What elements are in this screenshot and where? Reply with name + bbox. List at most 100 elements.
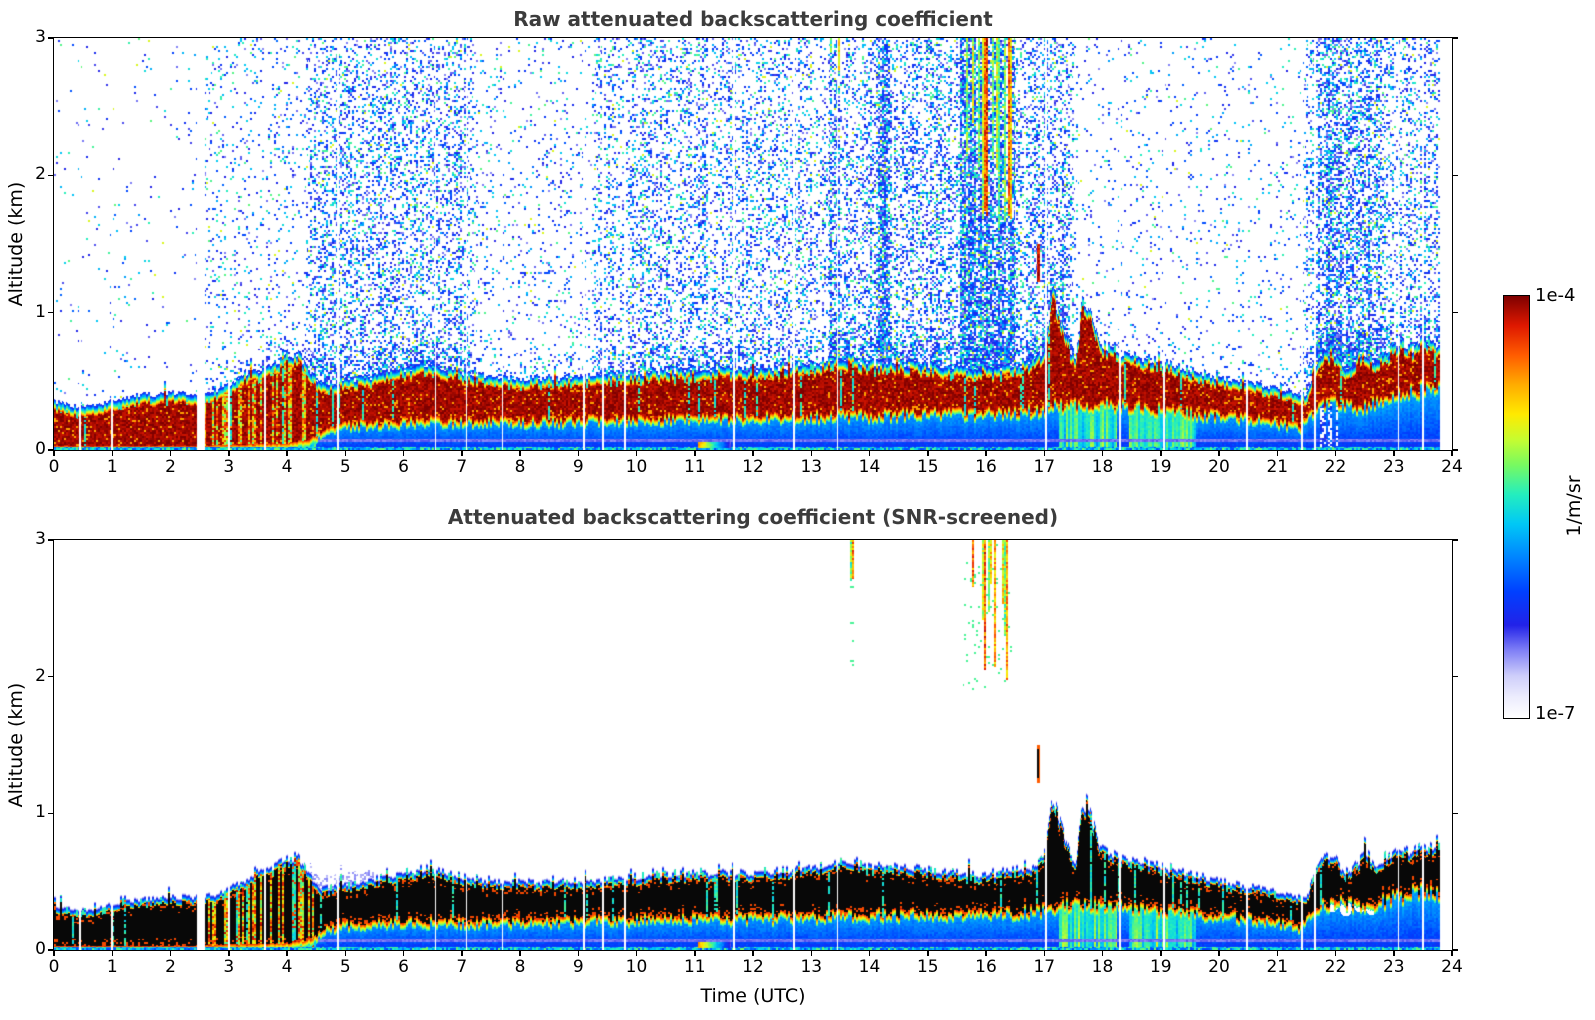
x-tick-label: 12 [742,957,764,977]
y-tick-mark-right [1452,311,1458,314]
x-tick-label: 7 [456,957,468,977]
x-tick-label: 2 [165,457,176,477]
x-tick-label: 0 [48,457,60,477]
x-tick-mark [1101,450,1104,456]
x-tick-mark [461,450,463,456]
x-tick-label: 4 [281,457,293,477]
x-tick-label: 15 [916,957,939,977]
raw-heatmap-canvas [53,37,1452,450]
colorbar-max-label: 1e-4 [1535,285,1576,306]
x-tick-mark [1043,950,1045,956]
x-tick-label: 8 [514,957,526,977]
y-tick-mark-right [1452,949,1458,951]
x-tick-mark [1276,450,1278,456]
x-tick-label: 14 [858,457,881,477]
y-tick-mark [48,37,54,39]
x-tick-label: 21 [1266,457,1289,477]
x-tick-mark [169,450,172,456]
x-tick-mark [985,450,987,456]
x-tick-mark [286,450,288,456]
x-tick-mark [519,950,521,956]
x-tick-label: 19 [1149,457,1172,477]
y-tick-mark-right [1452,675,1458,678]
x-tick-mark [1218,450,1220,456]
y-tick-mark-right [1452,174,1458,177]
x-tick-label: 24 [1441,457,1463,477]
x-tick-mark [344,950,346,956]
x-tick-mark [985,950,987,956]
x-tick-label: 6 [398,957,409,977]
x-tick-label: 20 [1208,457,1230,477]
x-tick-label: 21 [1266,957,1289,977]
x-tick-label: 8 [514,457,526,477]
x-tick-mark [461,950,463,956]
x-tick-label: 16 [975,457,997,477]
x-tick-label: 3 [223,957,235,977]
screened-plot-area [52,538,1453,951]
x-tick-label: 23 [1382,957,1405,977]
x-tick-mark [53,450,55,456]
x-tick-mark [927,950,929,956]
x-tick-label: 22 [1324,957,1347,977]
x-tick-mark [868,450,871,456]
x-tick-label: 13 [800,457,823,477]
x-tick-label: 6 [398,457,409,477]
x-tick-mark [402,950,405,956]
x-tick-mark [111,450,113,456]
x-tick-mark [810,450,812,456]
panel-screened-title: Attenuated backscattering coefficient (S… [447,505,1059,529]
x-tick-mark [402,450,405,456]
x-tick-mark [169,950,172,956]
x-tick-mark [1451,950,1453,956]
x-tick-label: 17 [1033,457,1056,477]
y-tick-label: 3 [35,27,46,47]
x-tick-mark [1393,450,1395,456]
x-tick-label: 19 [1149,957,1172,977]
x-tick-label: 5 [339,457,351,477]
x-tick-mark [1101,950,1104,956]
x-tick-mark [1043,450,1045,456]
x-tick-mark [344,450,346,456]
x-tick-label: 22 [1324,457,1347,477]
x-tick-label: 20 [1208,957,1230,977]
x-tick-mark [1160,450,1162,456]
x-tick-label: 18 [1091,957,1114,977]
x-tick-label: 10 [625,957,648,977]
y-tick-label: 2 [35,665,46,686]
y-tick-mark [48,449,54,451]
x-tick-label: 16 [975,957,997,977]
y-tick-mark [48,949,54,951]
y-tick-mark-right [1452,449,1458,451]
x-tick-mark [752,450,754,456]
y-tick-mark-right [1452,37,1458,39]
x-tick-mark [752,950,754,956]
x-tick-label: 24 [1441,957,1463,977]
y-axis-label-raw: Altitude (km) [5,181,27,307]
x-tick-label: 5 [339,957,351,977]
x-tick-label: 14 [858,957,881,977]
panel-raw-title: Raw attenuated backscattering coefficien… [513,7,993,31]
x-tick-mark [635,450,638,456]
y-tick-mark [48,174,54,177]
x-tick-label: 7 [456,457,468,477]
x-tick-mark [635,950,638,956]
y-tick-label: 0 [35,439,46,459]
x-tick-label: 15 [916,457,939,477]
x-tick-mark [1218,950,1220,956]
y-axis-label-screened: Altitude (km) [5,682,27,808]
y-tick-mark-right [1452,812,1458,815]
x-tick-mark [927,450,929,456]
x-tick-mark [286,950,288,956]
x-tick-label: 1 [106,957,118,977]
x-tick-label: 1 [106,457,118,477]
x-tick-mark [228,950,230,956]
x-tick-label: 9 [572,957,584,977]
y-tick-label: 1 [35,301,46,322]
x-tick-mark [810,950,812,956]
x-tick-label: 0 [48,957,60,977]
x-tick-label: 13 [800,957,823,977]
x-tick-label: 2 [165,957,176,977]
y-tick-mark [48,311,54,314]
y-tick-mark [48,812,54,815]
